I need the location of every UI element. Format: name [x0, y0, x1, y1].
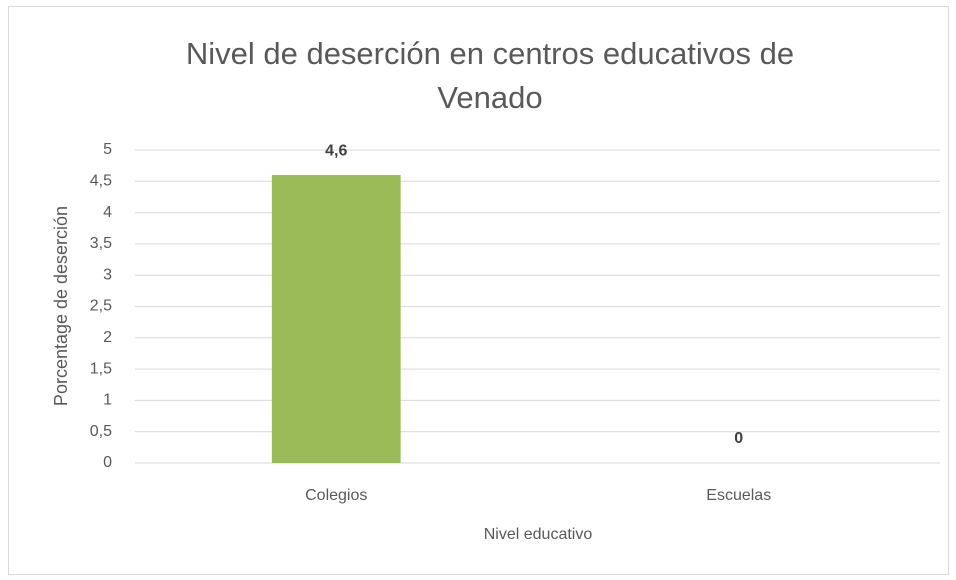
- data-label: 4,6: [325, 142, 347, 159]
- x-tick-label: Escuelas: [706, 487, 771, 504]
- chart-border: [8, 6, 949, 575]
- y-axis-label: Porcentage de deserción: [51, 206, 71, 406]
- y-tick-label: 1: [103, 392, 112, 409]
- x-tick-label: Colegios: [305, 487, 367, 504]
- y-tick-label: 0: [103, 454, 112, 471]
- y-tick-label: 3: [103, 266, 112, 283]
- y-tick-label: 2: [103, 329, 112, 346]
- y-tick-label: 4: [103, 204, 112, 221]
- chart-title: Nivel de deserción en centros educativos…: [185, 36, 795, 115]
- y-tick-label: 3,5: [90, 235, 112, 252]
- x-axis-label: Nivel educativo: [484, 526, 593, 543]
- y-tick-label: 2,5: [90, 298, 112, 315]
- bar: [271, 175, 401, 464]
- y-tick-label: 4,5: [90, 173, 112, 190]
- y-tick-label: 5: [103, 141, 112, 158]
- y-tick-label: 1,5: [90, 360, 112, 377]
- y-tick-label: 0,5: [90, 423, 112, 440]
- data-label: 0: [734, 430, 743, 447]
